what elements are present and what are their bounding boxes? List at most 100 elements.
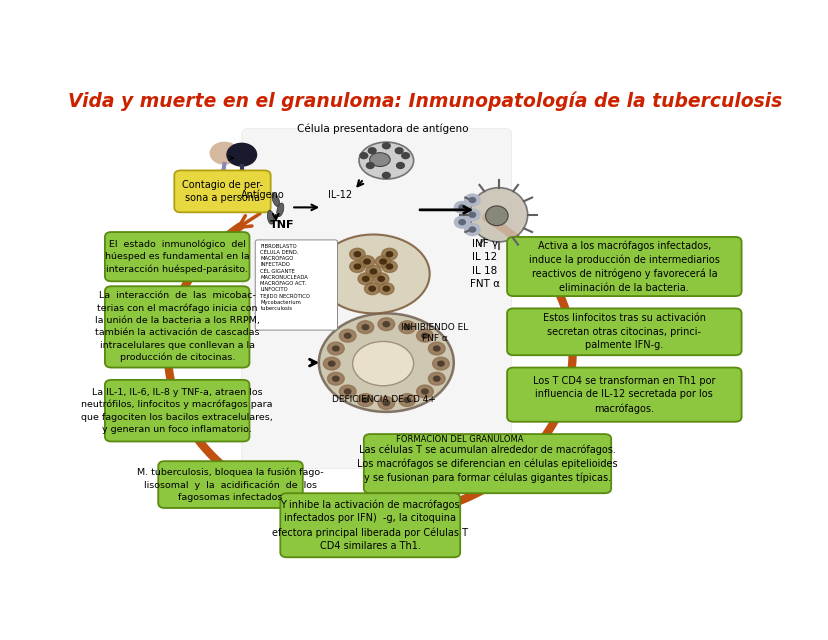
Circle shape: [416, 385, 433, 398]
Circle shape: [354, 252, 360, 257]
Circle shape: [210, 142, 238, 164]
Circle shape: [382, 260, 397, 273]
Ellipse shape: [359, 142, 413, 179]
Circle shape: [469, 227, 475, 232]
Circle shape: [428, 372, 445, 385]
Circle shape: [465, 209, 479, 221]
Circle shape: [332, 376, 339, 381]
Circle shape: [368, 286, 375, 291]
Circle shape: [359, 256, 374, 268]
FancyBboxPatch shape: [255, 240, 337, 330]
Text: INF γ
IL 12
IL 18
FNT α: INF γ IL 12 IL 18 FNT α: [469, 239, 499, 289]
Text: El  estado  inmunológico  del
húesped es fundamental en la
interacción huésped-p: El estado inmunológico del húesped es fu…: [105, 239, 249, 274]
Text: Célula presentadora de antígeno: Célula presentadora de antígeno: [297, 124, 469, 134]
Circle shape: [344, 389, 350, 394]
Circle shape: [382, 143, 390, 148]
Circle shape: [227, 143, 256, 166]
FancyBboxPatch shape: [507, 367, 741, 422]
Text: Vida y muerte en el granuloma: Inmunopatología de la tuberculosis: Vida y muerte en el granuloma: Inmunopat…: [68, 92, 781, 111]
Text: FIBROBLASTO
CÉLULA DEND.
MACRÓFAGO
INFECTADO
CÉL GIGANTE
MACRONUCLEADA
MACRÓFAGO: FIBROBLASTO CÉLULA DEND. MACRÓFAGO INFEC…: [260, 244, 310, 311]
Circle shape: [378, 397, 394, 410]
Circle shape: [454, 202, 469, 213]
Circle shape: [383, 286, 389, 291]
Circle shape: [368, 148, 376, 154]
Circle shape: [323, 357, 339, 370]
Circle shape: [359, 153, 368, 159]
Circle shape: [365, 266, 381, 277]
Circle shape: [339, 385, 355, 398]
Circle shape: [375, 256, 390, 268]
Circle shape: [339, 330, 355, 342]
FancyBboxPatch shape: [105, 380, 249, 442]
Circle shape: [416, 330, 433, 342]
Text: Activa a los macrófagos infectados,
induce la producción de intermediarios
react: Activa a los macrófagos infectados, indu…: [528, 240, 719, 293]
Text: La IL-1, IL-6, IL-8 y TNF-a, atraen los
neutrófilos, linfocitos y macrófagos par: La IL-1, IL-6, IL-8 y TNF-a, atraen los …: [81, 388, 272, 434]
Circle shape: [433, 346, 440, 351]
Circle shape: [428, 342, 445, 355]
Circle shape: [357, 321, 373, 333]
Text: TNF: TNF: [270, 220, 294, 230]
Circle shape: [469, 212, 475, 217]
Circle shape: [421, 389, 427, 394]
FancyBboxPatch shape: [280, 493, 460, 557]
Ellipse shape: [317, 234, 429, 314]
Circle shape: [362, 324, 368, 330]
Circle shape: [382, 248, 397, 260]
Circle shape: [382, 172, 390, 179]
Circle shape: [344, 333, 350, 338]
Circle shape: [327, 372, 344, 385]
FancyBboxPatch shape: [507, 308, 741, 355]
Circle shape: [383, 322, 389, 326]
Circle shape: [403, 324, 410, 330]
Circle shape: [332, 346, 339, 351]
Circle shape: [378, 318, 394, 331]
Circle shape: [370, 269, 376, 274]
Text: La  interacción  de  las  micobac-
terias con el macrófago inicia con
la unión d: La interacción de las micobac- terias co…: [94, 291, 259, 362]
FancyBboxPatch shape: [105, 232, 249, 282]
Text: Contagio de per-
sona a persona: Contagio de per- sona a persona: [182, 180, 262, 203]
Text: Las células T se acumulan alrededor de macrófagos.
Los macrófagos se diferencian: Las células T se acumulan alrededor de m…: [357, 444, 617, 483]
Ellipse shape: [319, 314, 453, 412]
Text: FORMACION DEL GRANULOMA: FORMACION DEL GRANULOMA: [396, 435, 523, 444]
Circle shape: [398, 394, 415, 406]
Circle shape: [362, 397, 368, 403]
Circle shape: [378, 276, 384, 282]
Text: Antígeno: Antígeno: [241, 190, 285, 200]
Ellipse shape: [267, 211, 273, 224]
Ellipse shape: [277, 203, 283, 217]
Circle shape: [349, 260, 364, 273]
Circle shape: [396, 163, 404, 168]
Circle shape: [437, 361, 444, 366]
FancyBboxPatch shape: [105, 286, 249, 367]
Circle shape: [469, 198, 475, 202]
Circle shape: [327, 342, 344, 355]
Circle shape: [398, 321, 415, 333]
Circle shape: [454, 216, 469, 228]
Ellipse shape: [369, 153, 390, 166]
Circle shape: [459, 205, 465, 210]
Ellipse shape: [469, 188, 527, 242]
Circle shape: [358, 273, 373, 285]
Text: IL-12: IL-12: [328, 190, 352, 200]
Circle shape: [386, 252, 392, 257]
Ellipse shape: [272, 193, 279, 207]
Circle shape: [362, 276, 368, 282]
FancyBboxPatch shape: [174, 170, 270, 212]
Circle shape: [403, 397, 410, 403]
Ellipse shape: [352, 341, 413, 386]
Text: M. tuberculosis, bloquea la fusión fago-
lisosomal  y  la  acidificación  de  lo: M. tuberculosis, bloquea la fusión fago-…: [137, 467, 324, 502]
Circle shape: [433, 376, 440, 381]
Circle shape: [395, 148, 402, 154]
Circle shape: [364, 283, 379, 294]
FancyBboxPatch shape: [158, 461, 302, 508]
Circle shape: [379, 259, 386, 264]
Circle shape: [354, 264, 360, 269]
Circle shape: [363, 259, 370, 264]
Circle shape: [386, 264, 392, 269]
Text: Los T CD4 se transforman en Th1 por
influencia de IL-12 secretada por los
macróf: Los T CD4 se transforman en Th1 por infl…: [532, 376, 715, 413]
FancyBboxPatch shape: [242, 129, 511, 468]
Circle shape: [328, 361, 335, 366]
Circle shape: [465, 223, 479, 236]
Circle shape: [366, 163, 373, 168]
Text: Y inhibe la activación de macrófagos
infectados por IFN)  -g, la citoquina
efect: Y inhibe la activación de macrófagos inf…: [272, 499, 468, 551]
